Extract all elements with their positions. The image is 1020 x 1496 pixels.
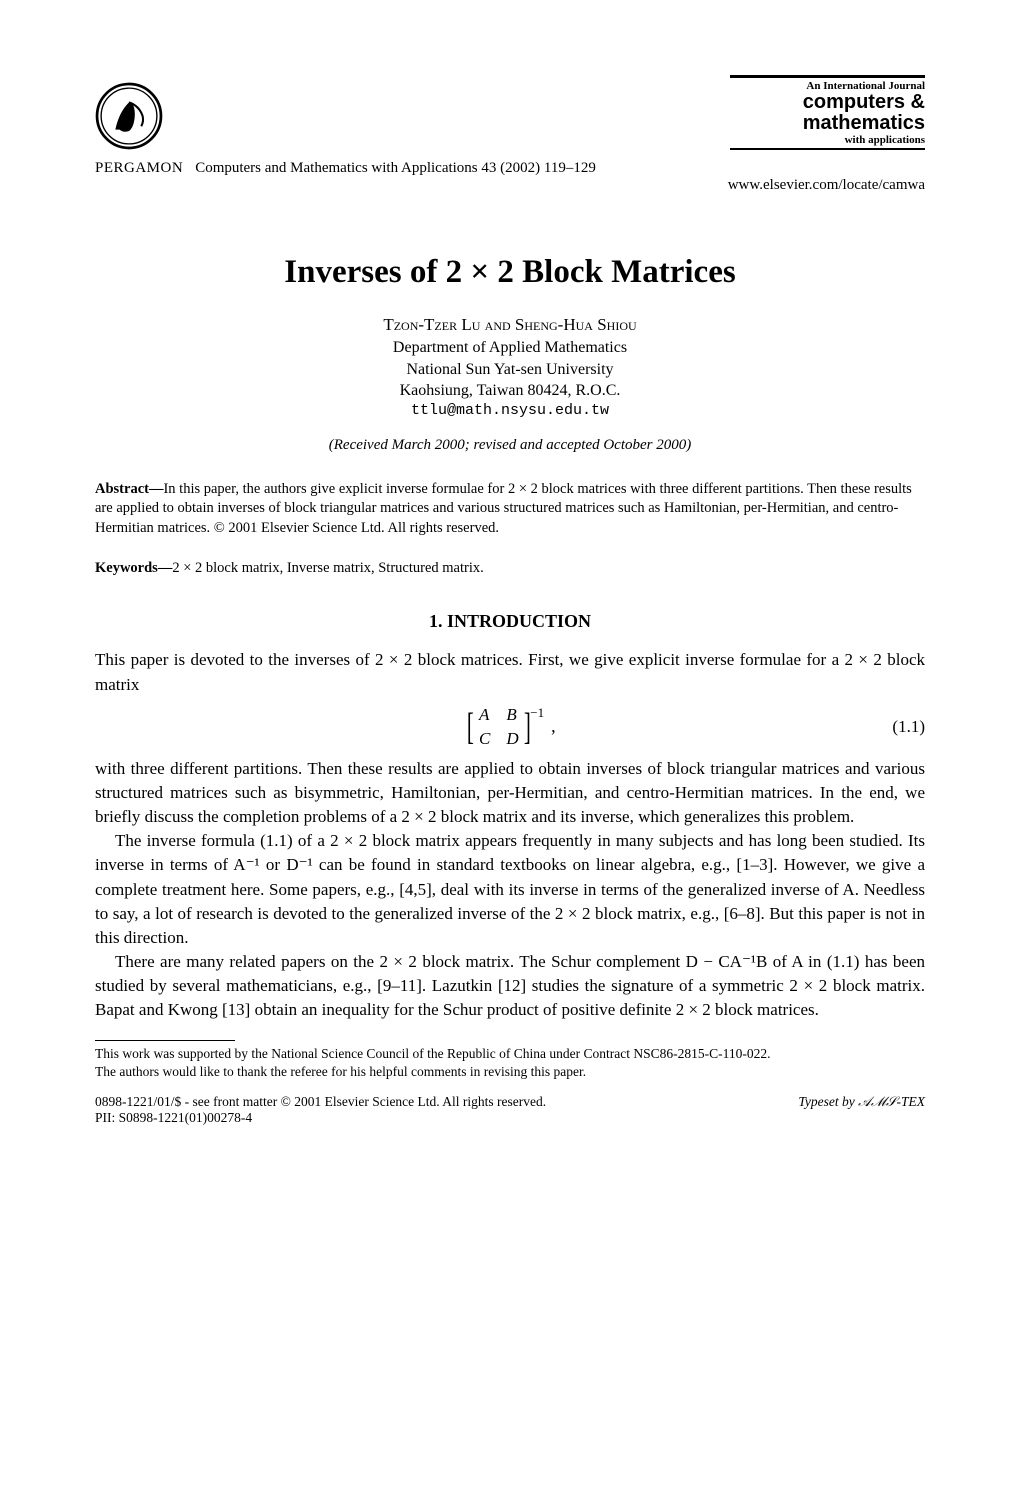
typeset-line: Typeset by 𝒜ℳ𝒮-TEX <box>798 1094 925 1110</box>
body: This paper is devoted to the inverses of… <box>95 648 925 1022</box>
equation-1-1: [ A B C D ] −1 , (1.1) <box>95 703 925 751</box>
copyright-line: 0898-1221/01/$ - see front matter © 2001… <box>95 1094 546 1110</box>
keywords-text: 2 × 2 block matrix, Inverse matrix, Stru… <box>172 560 483 576</box>
journal-line4: with applications <box>730 134 925 146</box>
section-title: 1. INTRODUCTION <box>95 611 925 632</box>
journal-box: An International Journal computers & mat… <box>730 75 925 150</box>
para-2: The inverse formula (1.1) of a 2 × 2 blo… <box>95 829 925 950</box>
matrix-wrap: [ A B C D ] <box>464 703 533 751</box>
url: www.elsevier.com/locate/camwa <box>95 177 925 194</box>
footnote-2: The authors would like to thank the refe… <box>95 1063 925 1081</box>
affiliation-1: Department of Applied Mathematics <box>95 337 925 359</box>
exponent: −1 <box>530 704 544 722</box>
pergamon-logo-icon <box>95 82 163 150</box>
email: ttlu@math.nsysu.edu.tw <box>95 402 925 419</box>
logo-block <box>95 82 173 150</box>
keywords: Keywords—2 × 2 block matrix, Inverse mat… <box>95 560 925 577</box>
abstract: Abstract—In this paper, the authors give… <box>95 480 925 539</box>
equation-number: (1.1) <box>892 715 925 739</box>
abstract-text: In this paper, the authors give explicit… <box>95 481 912 536</box>
para-3: There are many related papers on the 2 ×… <box>95 950 925 1022</box>
citation: Computers and Mathematics with Applicati… <box>195 160 596 177</box>
affiliation-2: National Sun Yat-sen University <box>95 359 925 381</box>
left-bracket-icon: [ <box>467 708 474 746</box>
keywords-label: Keywords— <box>95 560 172 576</box>
para-1a: This paper is devoted to the inverses of… <box>95 648 925 696</box>
para-1b: with three different partitions. Then th… <box>95 757 925 829</box>
matrix-c: C <box>479 727 490 751</box>
paper-title: Inverses of 2 × 2 Block Matrices <box>95 254 925 291</box>
publisher-citation-row: PERGAMON Computers and Mathematics with … <box>95 156 925 177</box>
abstract-label: Abstract— <box>95 481 163 497</box>
journal-line3: mathematics <box>730 113 925 134</box>
header: An International Journal computers & mat… <box>95 75 925 150</box>
authors: Tzon-Tzer Lu and Sheng-Hua Shiou <box>95 315 925 335</box>
matrix-b: B <box>506 703 518 727</box>
matrix-grid: A B C D <box>479 703 519 751</box>
pii: PII: S0898-1221(01)00278-4 <box>95 1110 925 1126</box>
equation-content: [ A B C D ] −1 , <box>464 703 555 751</box>
comma: , <box>551 714 556 740</box>
affiliation-3: Kaohsiung, Taiwan 80424, R.O.C. <box>95 380 925 402</box>
received: (Received March 2000; revised and accept… <box>95 437 925 454</box>
matrix-d: D <box>506 727 518 751</box>
page: An International Journal computers & mat… <box>0 0 1020 1496</box>
journal-line2: computers & <box>730 92 925 113</box>
matrix-a: A <box>479 703 490 727</box>
footnote-rule <box>95 1040 235 1041</box>
bottom-line: 0898-1221/01/$ - see front matter © 2001… <box>95 1094 925 1110</box>
publisher-label: PERGAMON <box>95 160 183 177</box>
footnote-1: This work was supported by the National … <box>95 1045 925 1063</box>
